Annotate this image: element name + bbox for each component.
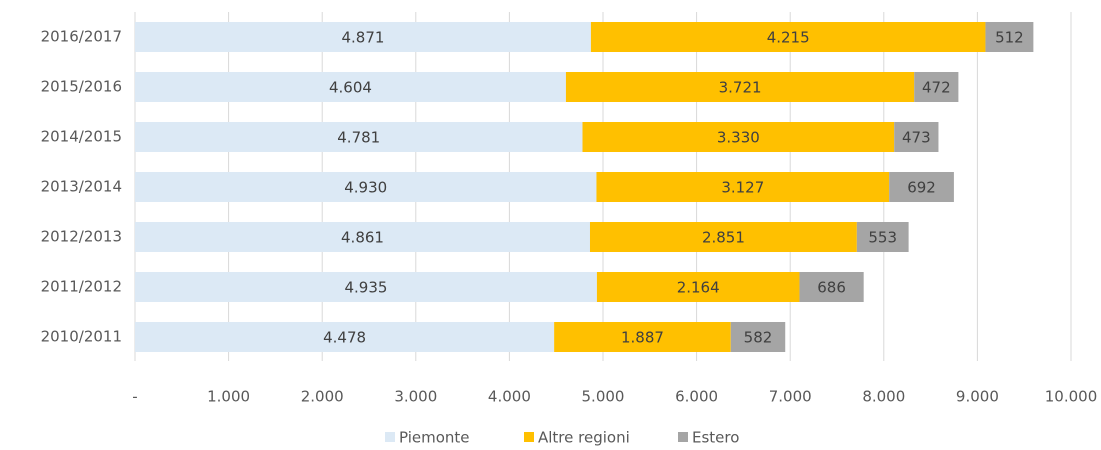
bar-segment [135,122,583,152]
x-tick-label: 8.000 [862,388,905,406]
bar-segment [590,22,986,52]
data-label: 4.604 [329,79,372,97]
bar-segment [135,222,590,252]
bar-segment [596,172,890,202]
bar-segment [985,22,1034,52]
bar-segment [894,122,939,152]
y-tick-label: 2015/2016 [41,78,122,96]
y-tick-label: 2016/2017 [41,28,122,46]
x-tick-label: 2.000 [301,388,344,406]
data-label: 4.861 [341,229,384,247]
x-tick-label: 10.000 [1045,388,1098,406]
data-label: 4.871 [341,29,384,47]
data-label: 3.721 [719,79,762,97]
y-tick-label: 2012/2013 [41,228,122,246]
data-label: 4.478 [323,329,366,347]
data-label: 4.935 [344,279,387,297]
data-label: 4.930 [344,179,387,197]
data-label: 3.127 [721,179,764,197]
data-label: 473 [902,129,931,147]
data-label: 512 [995,29,1024,47]
data-label: 3.330 [717,129,760,147]
y-tick-label: 2013/2014 [41,178,122,196]
x-tick-label: 3.000 [394,388,437,406]
data-label: 2.851 [702,229,745,247]
bar-segment [889,172,954,202]
bar-segment [589,222,857,252]
legend-label: Estero [692,429,739,447]
bar-segment [554,322,731,352]
data-label: 4.781 [337,129,380,147]
y-tick-label: 2014/2015 [41,128,122,146]
x-tick-label: 7.000 [769,388,812,406]
bar-segment [135,172,597,202]
data-label: 582 [744,329,773,347]
bar-segment [565,72,915,102]
x-tick-label: - [132,388,137,406]
legend-label: Altre regioni [538,429,630,447]
bar-segment [135,322,555,352]
x-tick-label: 1.000 [207,388,250,406]
legend-label: Piemonte [399,429,470,447]
bar-segment [135,22,591,52]
data-label: 472 [922,79,951,97]
bar-segment [596,272,800,302]
data-label: 1.887 [621,329,664,347]
y-tick-label: 2010/2011 [41,328,122,346]
data-label: 686 [817,279,846,297]
x-tick-label: 5.000 [582,388,625,406]
bar-segment [730,322,786,352]
data-label: 4.215 [767,29,810,47]
x-tick-label: 9.000 [956,388,999,406]
legend-swatch [524,432,534,442]
legend-swatch [678,432,688,442]
legend-swatch [385,432,395,442]
x-tick-label: 6.000 [675,388,718,406]
x-tick-label: 4.000 [488,388,531,406]
bar-segment [135,272,597,302]
bar-segment [135,72,566,102]
y-tick-label: 2011/2012 [41,278,122,296]
data-label: 692 [907,179,936,197]
data-label: 553 [868,229,897,247]
bar-segment [856,222,909,252]
data-label: 2.164 [677,279,720,297]
bar-segment [582,122,895,152]
bar-segment [799,272,864,302]
bar-segment [914,72,959,102]
